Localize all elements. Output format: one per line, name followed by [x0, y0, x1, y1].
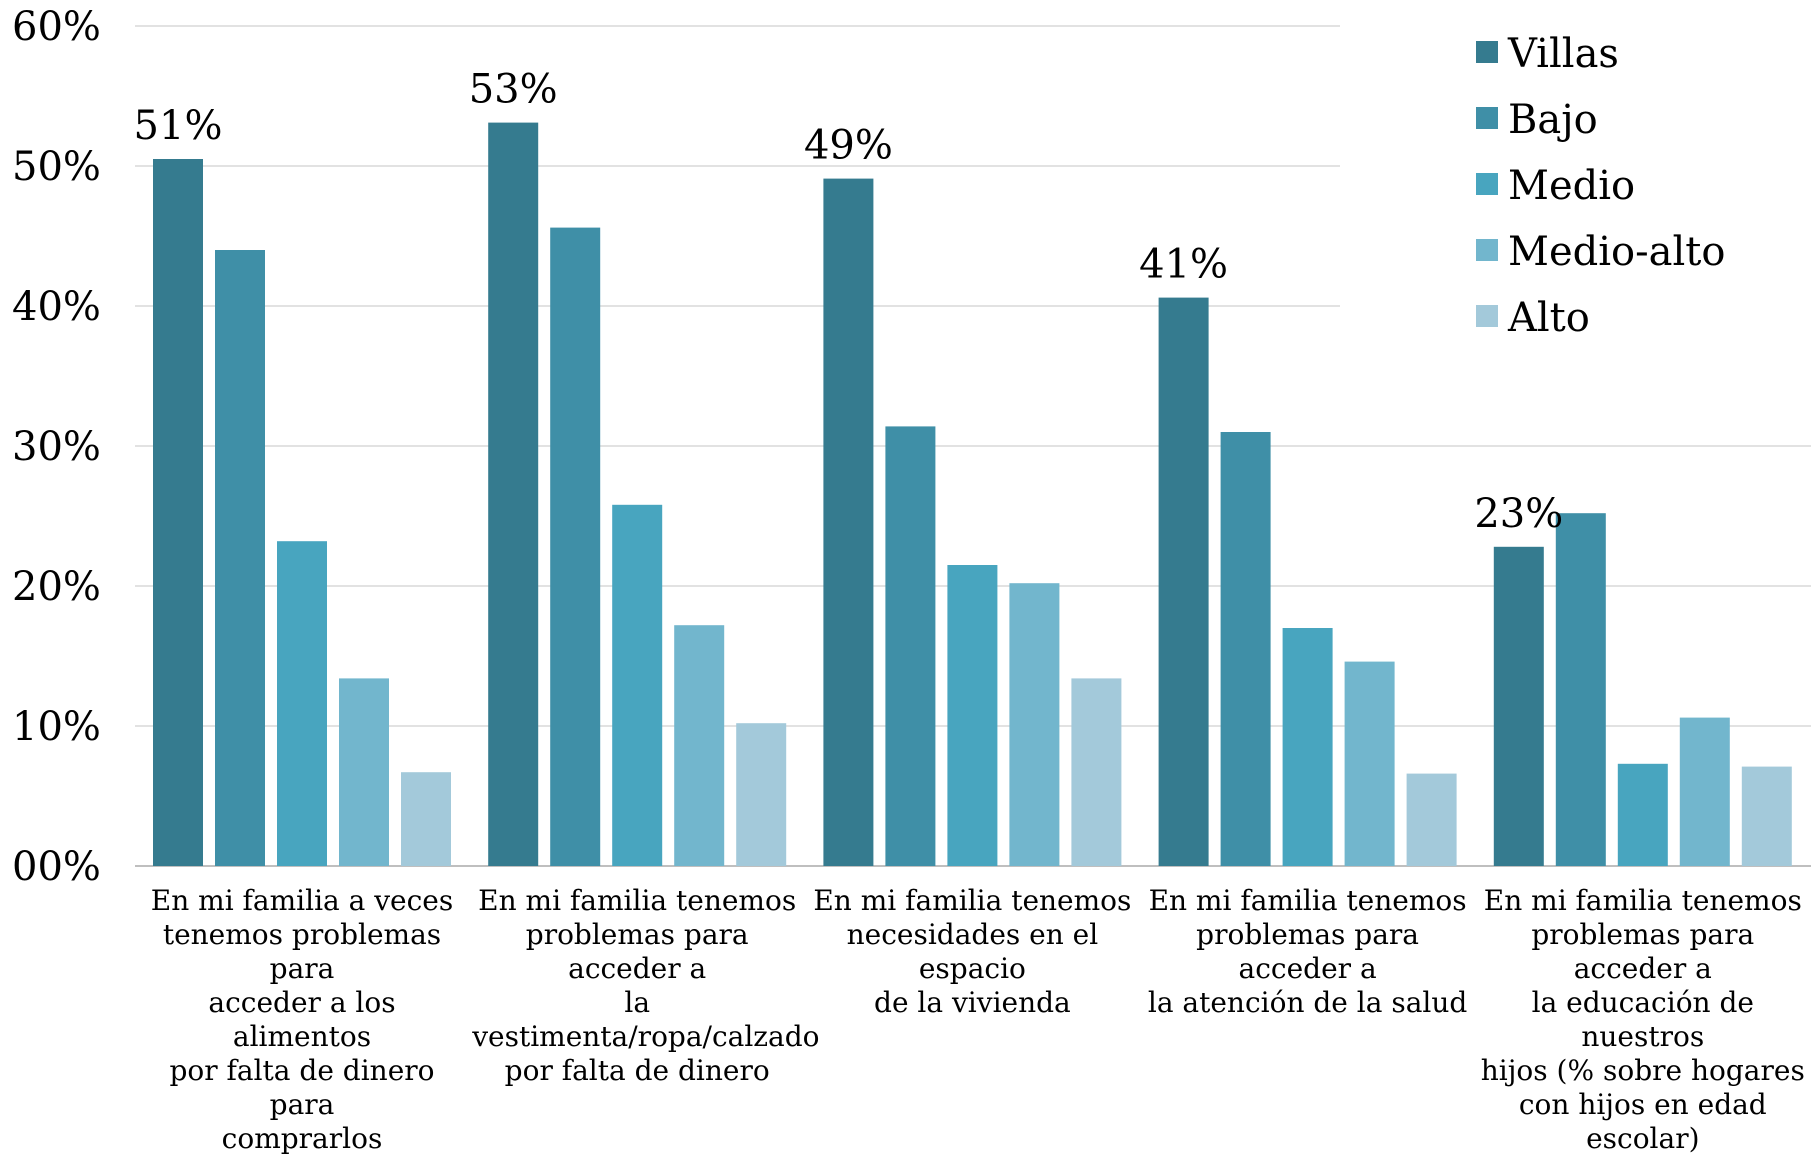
legend: Villas Bajo Medio Medio-alto Alto — [1476, 31, 1725, 341]
y-tick-label: 50% — [12, 144, 101, 190]
data-label: 51% — [134, 103, 223, 149]
legend-label: Medio-alto — [1508, 229, 1725, 275]
data-label: 23% — [1474, 491, 1563, 537]
bar-medio-alto — [674, 625, 725, 866]
bar-villas — [823, 178, 874, 867]
category-label: En mi familia tenemos problemas para acc… — [1480, 884, 1805, 1155]
y-tick-label: 30% — [12, 424, 101, 470]
bar-alto — [1071, 678, 1122, 866]
legend-label: Medio — [1508, 163, 1635, 209]
data-label: 49% — [804, 123, 893, 169]
legend-swatch — [1476, 107, 1498, 129]
bar-bajo — [1220, 432, 1271, 866]
y-tick-label: 40% — [12, 284, 101, 330]
y-tick-label: 10% — [12, 704, 101, 750]
legend-label: Alto — [1507, 295, 1590, 341]
bar-alto — [736, 723, 787, 866]
y-axis: 00% 10% 20% 30% 40% 50% 60% — [12, 4, 101, 890]
data-label: 41% — [1139, 242, 1228, 288]
bar-bajo — [215, 250, 265, 866]
legend-label: Bajo — [1508, 97, 1598, 143]
category-label: En mi familia tenemos problemas para acc… — [1147, 884, 1468, 1019]
bar-medio-alto — [1679, 717, 1730, 866]
category-label: En mi familia tenemos problemas para acc… — [472, 884, 820, 1087]
y-tick-label: 60% — [12, 4, 101, 50]
y-tick-label: 20% — [12, 564, 101, 610]
bar-alto — [1406, 773, 1457, 866]
bar-medio — [1282, 628, 1333, 866]
legend-label: Villas — [1507, 31, 1619, 77]
bar-medio-alto — [1344, 661, 1395, 866]
legend-swatch — [1476, 239, 1498, 261]
data-label: 53% — [469, 67, 558, 113]
bar-medio — [947, 565, 998, 866]
bar-villas — [153, 159, 203, 866]
category-label: En mi familia a veces tenemos problemas … — [150, 884, 454, 1155]
bar-medio — [612, 504, 663, 866]
bar-bajo — [885, 426, 936, 866]
bar-bajo — [1555, 513, 1606, 866]
bar-villas — [1158, 297, 1209, 867]
legend-swatch — [1476, 173, 1498, 195]
category-label: En mi familia tenemos necesidades en el … — [813, 884, 1132, 1019]
legend-swatch — [1476, 41, 1498, 63]
bar-medio-alto — [339, 678, 389, 866]
bar-medio — [1617, 763, 1668, 866]
bar-medio — [277, 541, 327, 866]
bar-medio-alto — [1009, 583, 1060, 866]
data-labels: 51% 53% 49% 41% 23% — [134, 67, 1564, 537]
bar-villas — [1493, 546, 1544, 866]
bars — [153, 122, 1792, 867]
y-tick-label: 00% — [12, 844, 101, 890]
bar-villas — [488, 122, 539, 867]
bar-chart: 00% 10% 20% 30% 40% 50% 60% 51% 53% 49% 41% 23% Vi… — [12, 4, 1811, 890]
bar-alto — [1741, 766, 1792, 866]
bar-bajo — [550, 227, 601, 867]
bar-alto — [401, 772, 451, 866]
legend-swatch — [1476, 305, 1498, 327]
